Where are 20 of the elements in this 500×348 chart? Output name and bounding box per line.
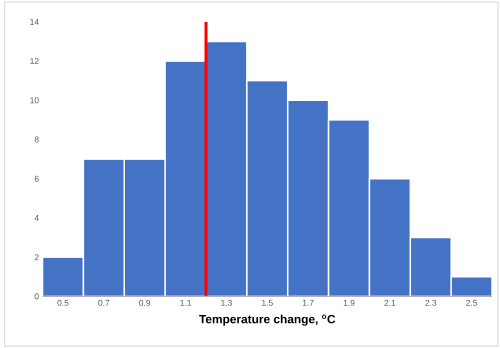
- y-tick-label: 10: [30, 97, 39, 104]
- x-tick-label: 1.7: [302, 300, 314, 306]
- y-tick-label: 0: [34, 293, 39, 300]
- x-tick-label: 0.5: [57, 300, 68, 306]
- x-tick-label: 0.7: [98, 300, 110, 306]
- x-tick-label: 2.3: [425, 300, 436, 306]
- x-tick-label: 0.9: [139, 300, 150, 306]
- y-tick-label: 8: [34, 136, 39, 142]
- y-tick-label: 14: [30, 18, 39, 25]
- y-tick-label: 12: [30, 58, 39, 64]
- x-tick-label: 1.1: [180, 300, 192, 306]
- x-axis-title: Temperature change, $^{o}$C: [199, 314, 336, 326]
- x-tick-label: 2.5: [466, 300, 478, 306]
- x-tick-label: 2.1: [384, 300, 396, 306]
- x-tick-label: 1.9: [344, 300, 354, 306]
- x-tick-label: 1.3: [221, 300, 232, 306]
- y-tick-label: 2: [34, 254, 39, 260]
- x-tick-label: 1.5: [262, 300, 273, 306]
- y-tick-label: 4: [34, 215, 39, 221]
- y-tick-label: 6: [34, 176, 39, 182]
